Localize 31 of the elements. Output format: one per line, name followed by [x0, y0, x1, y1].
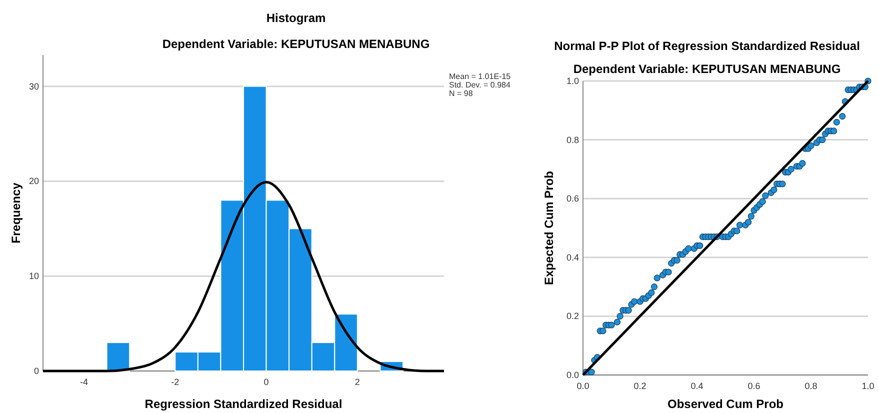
y-tick-label: 10 [28, 271, 39, 282]
text: Std. Dev. = 0.984 [449, 80, 511, 90]
x-tick-label: 1.0 [862, 381, 874, 391]
x-axis-title: Observed Cum Prob [667, 397, 784, 411]
y-tick-label: 0.0 [566, 370, 579, 380]
text: N = 98 [449, 89, 474, 98]
x-tick-label: 2 [354, 377, 360, 387]
y-tick-label: 0.2 [566, 311, 579, 322]
x-tick-label: 0.4 [690, 381, 704, 391]
y-tick-label: 20 [28, 176, 39, 186]
y-tick-label: 0 [34, 366, 39, 376]
chart-subtitle: Dependent Variable: KEPUTUSAN MENABUNG [573, 62, 841, 76]
y-tick-label: 0.4 [566, 252, 579, 262]
y-tick-label: 0.8 [566, 134, 579, 145]
x-tick-label: 0.6 [748, 381, 760, 391]
x-tick-label: 0.8 [804, 381, 818, 391]
x-tick-label: -2 [171, 377, 180, 387]
x-tick-label: 0 [264, 377, 269, 387]
y-tick-label: 1.0 [566, 76, 579, 86]
x-tick-label: 0.0 [576, 381, 590, 391]
x-tick-label: 0.2 [634, 381, 646, 391]
x-axis-title: Regression Standardized Residual [144, 397, 342, 411]
chart-title: Normal P-P Plot of Regression Standardized Residual [554, 39, 860, 53]
y-tick-label: 30 [28, 81, 39, 92]
text: Mean = 1.01E-15 [449, 72, 512, 81]
chart-subtitle: Dependent Variable: KEPUTUSAN MENABUNG [162, 37, 430, 51]
y-tick-label: 0.6 [566, 194, 579, 204]
x-tick-label: -4 [80, 377, 88, 387]
y-axis-title: Frequency [9, 182, 23, 244]
chart-title: Histogram [266, 11, 326, 25]
y-axis-title: Expected Cum Prob [542, 170, 556, 286]
